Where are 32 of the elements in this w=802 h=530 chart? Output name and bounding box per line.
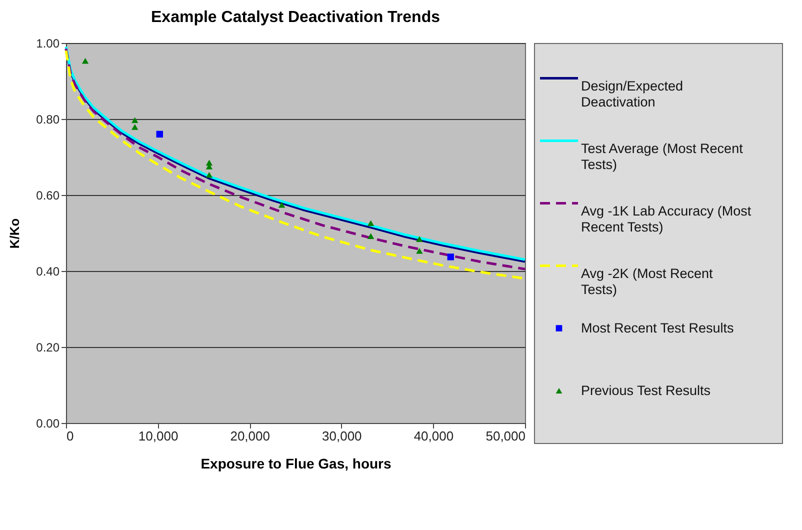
x-tick-label: 20,000 bbox=[230, 428, 270, 444]
point bbox=[447, 254, 454, 260]
y-tick-label: 0.20 bbox=[36, 340, 60, 354]
point bbox=[416, 248, 423, 254]
point bbox=[131, 117, 138, 124]
x-tick-label: 50,000 bbox=[486, 428, 526, 444]
legend-label: Avg -1K Lab Accuracy (Most Recent Tests) bbox=[581, 203, 752, 234]
x-tick-label: 10,000 bbox=[138, 428, 178, 444]
y-tick-label: 1.00 bbox=[36, 36, 60, 50]
x-tick-label: 30,000 bbox=[322, 428, 362, 444]
legend-label: Previous Test Results bbox=[581, 382, 711, 398]
point bbox=[131, 124, 138, 130]
x-tick-label: 40,000 bbox=[414, 428, 454, 444]
point bbox=[367, 233, 374, 239]
point bbox=[367, 220, 374, 226]
point bbox=[156, 130, 163, 138]
legend-label: Test Average (Most Recent Tests) bbox=[581, 140, 744, 172]
point bbox=[82, 58, 89, 64]
y-tick-label: 0.80 bbox=[36, 112, 60, 126]
point bbox=[206, 172, 213, 178]
point bbox=[278, 202, 286, 208]
y-axis-title: K/Ko bbox=[7, 218, 22, 249]
y-tick-label: 0.00 bbox=[36, 416, 60, 430]
y-tick-label: 0.40 bbox=[36, 264, 60, 278]
point bbox=[416, 236, 423, 242]
chart-title: Example Catalyst Deactivation Trends bbox=[151, 9, 440, 26]
legend-label: Most Recent Test Results bbox=[581, 320, 734, 336]
x-tick-label: 0 bbox=[66, 428, 74, 444]
y-tick-label: 0.60 bbox=[36, 188, 60, 202]
legend-label: Avg -2K (Most Recent Tests) bbox=[581, 266, 714, 297]
legend-label: Design/Expected Deactivation bbox=[581, 78, 684, 110]
x-axis-title: Exposure to Flue Gas, hours bbox=[200, 456, 392, 472]
